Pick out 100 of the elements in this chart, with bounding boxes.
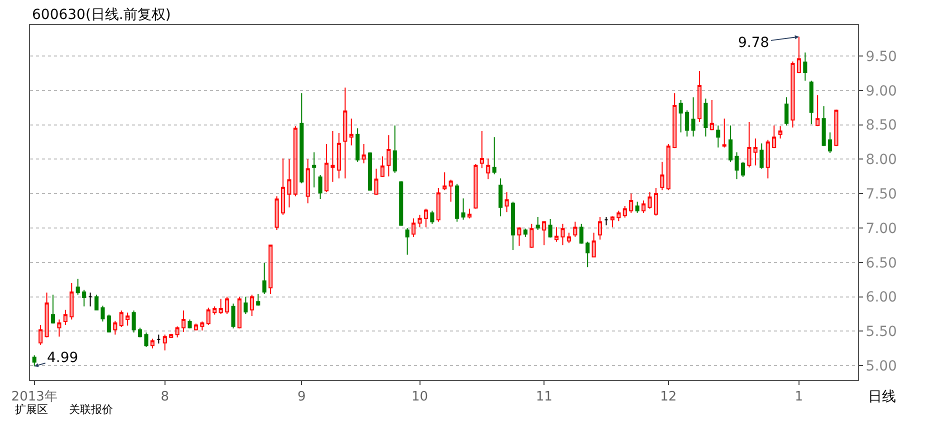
candlestick: [560, 223, 565, 246]
candlestick: [374, 168, 378, 196]
candlestick: [175, 326, 180, 338]
candlestick: [100, 305, 105, 322]
candlestick: [237, 296, 242, 329]
candlestick: [740, 161, 746, 178]
x-tick-label: 9: [298, 390, 306, 405]
candlestick: [324, 144, 329, 193]
x-tick-label: 10: [411, 390, 428, 405]
candlestick: [293, 126, 298, 197]
candlestick: [144, 332, 148, 348]
candlestick: [448, 179, 453, 202]
candlestick: [330, 130, 335, 182]
candlestick: [343, 87, 348, 179]
candlestick: [753, 138, 758, 166]
candlestick: [119, 310, 124, 328]
candlestick: [790, 60, 795, 128]
candlestick: [336, 132, 341, 179]
candlestick: [32, 354, 36, 367]
candlestick: [206, 307, 210, 326]
candlestick: [386, 134, 391, 177]
candlestick: [138, 327, 142, 338]
candlestick: [57, 318, 62, 338]
candlestick: [722, 118, 726, 148]
candlestick: [349, 118, 354, 146]
candlestick: [194, 323, 198, 331]
candlestick: [94, 294, 99, 310]
candlestick: [156, 334, 161, 344]
candlestick: [231, 303, 236, 329]
candlestick: [710, 99, 714, 131]
x-tick-label: 12: [660, 390, 677, 405]
text: 日线: [868, 389, 896, 405]
candlestick: [579, 223, 584, 244]
candlestick: [430, 210, 434, 224]
candlestick: [412, 218, 416, 238]
y-tick-label: 5.50: [866, 324, 897, 340]
candlestick: [498, 178, 503, 217]
candlestick: [610, 216, 614, 228]
candlestick: [188, 318, 192, 329]
candlestick: [418, 214, 422, 228]
y-tick-label: 9.50: [866, 48, 897, 65]
candlestick: [530, 223, 534, 248]
candlestick: [666, 144, 670, 191]
candlestick: [280, 158, 286, 216]
candlestick: [586, 241, 590, 268]
candlestick: [766, 139, 770, 179]
candlestick: [244, 296, 248, 314]
candlestick: [598, 216, 602, 240]
candlestick: [772, 124, 776, 149]
candlestick: [642, 200, 646, 214]
candlestick: [44, 292, 49, 338]
candlestick: [70, 282, 74, 320]
y-tick-label: 8.00: [866, 152, 897, 168]
candlestick: [784, 96, 789, 126]
candlestick: [716, 124, 720, 148]
candlestick: [88, 292, 92, 307]
candlestick: [442, 172, 447, 191]
candlestick: [796, 36, 801, 74]
candlestick: [648, 192, 652, 210]
candlestick: [38, 324, 43, 346]
candlestick: [82, 289, 86, 307]
candlestick: [474, 163, 478, 210]
candlestick: [685, 110, 690, 137]
candlestick: [809, 80, 814, 125]
text: 扩展区: [15, 403, 48, 416]
x-tick-label: 8: [160, 390, 170, 405]
candlestick: [436, 188, 440, 222]
candlestick: [486, 158, 490, 180]
candlestick: [312, 152, 316, 188]
candlestick: [517, 226, 522, 246]
candlestick: [542, 220, 546, 246]
candlestick: [76, 278, 80, 296]
candlestick: [778, 126, 782, 140]
x-tick-label: 11: [536, 390, 552, 405]
candlestick: [150, 338, 154, 349]
candlestick: [480, 130, 484, 169]
candlestick: [822, 106, 826, 147]
candlestick: [548, 218, 552, 238]
y-tick-label: 8.50: [866, 118, 897, 134]
candlestick: [50, 294, 56, 324]
candlestick: [492, 136, 496, 175]
candlestick: [704, 98, 708, 137]
candlestick: [362, 144, 366, 164]
candlestick: [162, 334, 167, 351]
candlestick: [182, 310, 186, 332]
annotation: 4.99: [47, 350, 78, 366]
candlestick: [262, 262, 266, 294]
candlestick: [318, 174, 322, 200]
candlestick: [803, 52, 808, 82]
text: 关联报价: [69, 403, 113, 416]
y-tick-label: 6.00: [866, 290, 897, 306]
candlestick: [622, 205, 627, 218]
candlestick: [523, 228, 528, 238]
candlestick: [392, 124, 397, 174]
candlestick: [200, 321, 204, 331]
candlestick: [380, 156, 384, 178]
chart-title: 600630(日线.前复权): [32, 7, 171, 23]
y-tick-label: 7.00: [866, 220, 897, 237]
candlestick: [218, 298, 223, 314]
candlestick: [169, 333, 174, 339]
